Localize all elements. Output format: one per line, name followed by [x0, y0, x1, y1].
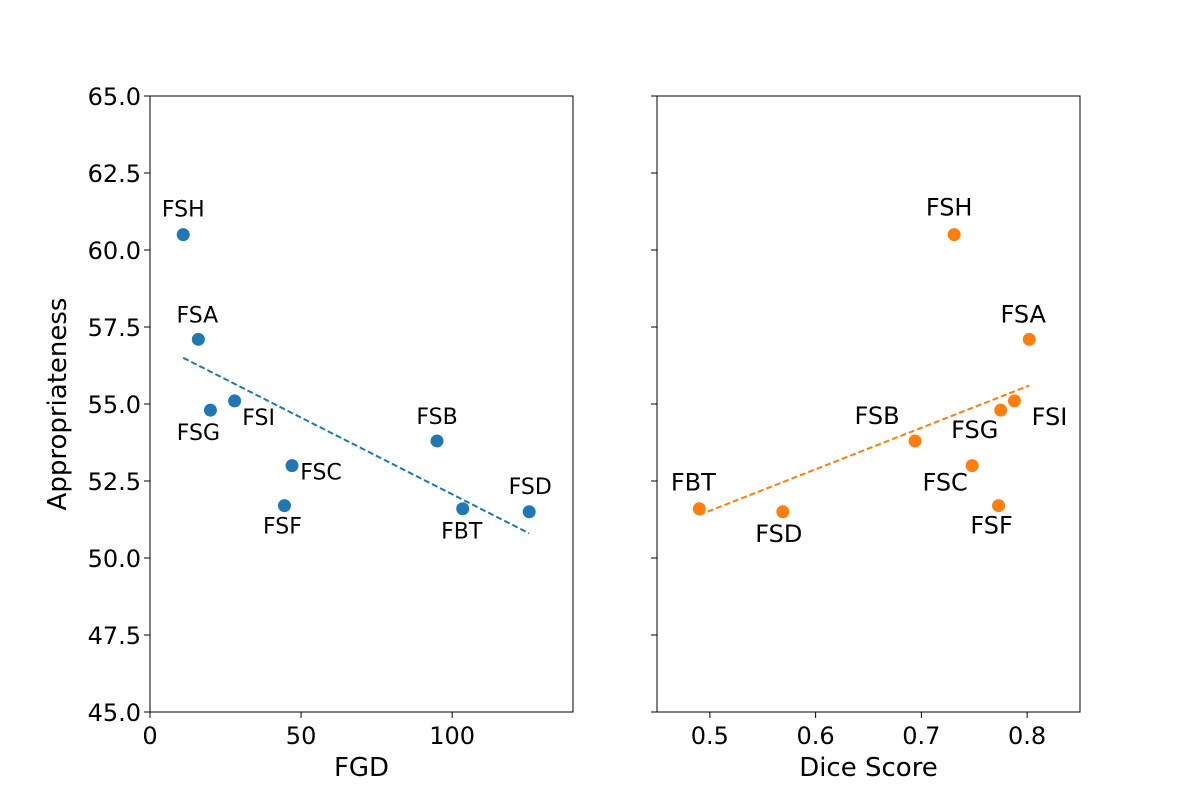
data-point	[191, 332, 205, 346]
x-tick-label: 0.6	[797, 722, 835, 750]
point-label: FSI	[242, 406, 275, 431]
data-point	[1022, 332, 1036, 346]
x-tick-label: 0.5	[691, 722, 729, 750]
point-label: FSA	[176, 303, 218, 328]
y-tick-label: 47.5	[88, 622, 141, 650]
x-axis-label: FGD	[334, 753, 389, 783]
data-point	[776, 505, 790, 519]
point-label: FSF	[970, 512, 1012, 540]
x-tick-label: 100	[429, 722, 475, 750]
point-label: FSB	[854, 402, 899, 430]
data-point	[203, 403, 217, 417]
x-tick-label: 50	[286, 722, 317, 750]
y-tick-label: 45.0	[88, 699, 141, 727]
y-axis-label: Appropriateness	[43, 298, 73, 511]
x-tick-label: 0.8	[1008, 722, 1046, 750]
fgd-scatter-panel: 0 50 100 45.0 47.5 50.0 52.5 55.0 57.5 60.0 62.5 65…	[43, 83, 574, 783]
point-label: FSC	[300, 461, 342, 486]
point-label: FBT	[441, 520, 483, 545]
x-tick-label: 0	[142, 722, 157, 750]
y-tick-label: 62.5	[88, 160, 141, 188]
data-point	[228, 394, 242, 408]
y-tick-label: 65.0	[88, 83, 141, 111]
point-label: FSH	[162, 198, 205, 223]
data-point	[430, 434, 444, 448]
data-point	[992, 499, 1006, 513]
point-label: FSC	[922, 469, 967, 497]
trend-line	[182, 356, 530, 535]
data-point	[456, 502, 470, 516]
point-label: FSA	[1000, 300, 1046, 328]
trend-line	[698, 384, 1030, 516]
data-point	[994, 403, 1008, 417]
point-label: FSH	[926, 194, 973, 222]
data-point	[277, 499, 291, 513]
point-label: FSG	[951, 416, 998, 444]
data-point	[1007, 394, 1021, 408]
x-axis-label: Dice Score	[799, 753, 938, 783]
point-label: FSG	[177, 421, 220, 446]
x-tick-label: 0.7	[902, 722, 940, 750]
point-label: FSI	[1032, 403, 1068, 431]
data-point	[965, 459, 979, 473]
point-label: FSD	[755, 520, 802, 548]
data-point	[176, 228, 190, 242]
y-tick-label: 50.0	[88, 545, 141, 573]
data-point	[285, 459, 299, 473]
y-tick-label: 55.0	[88, 391, 141, 419]
point-label: FSF	[263, 515, 302, 540]
point-label: FSB	[416, 405, 457, 430]
data-point	[947, 228, 961, 242]
point-label: FBT	[671, 469, 716, 497]
data-point	[692, 502, 706, 516]
y-tick-label: 60.0	[88, 237, 141, 265]
y-tick-label: 52.5	[88, 468, 141, 496]
point-label: FSD	[509, 475, 552, 500]
y-tick-label: 57.5	[88, 314, 141, 342]
dice-scatter-panel: 0.5 0.6 0.7 0.8 Dice Score FBT FSD FSB FSH FSCFSF…	[651, 95, 1081, 783]
data-point	[522, 505, 536, 519]
data-point	[908, 434, 922, 448]
